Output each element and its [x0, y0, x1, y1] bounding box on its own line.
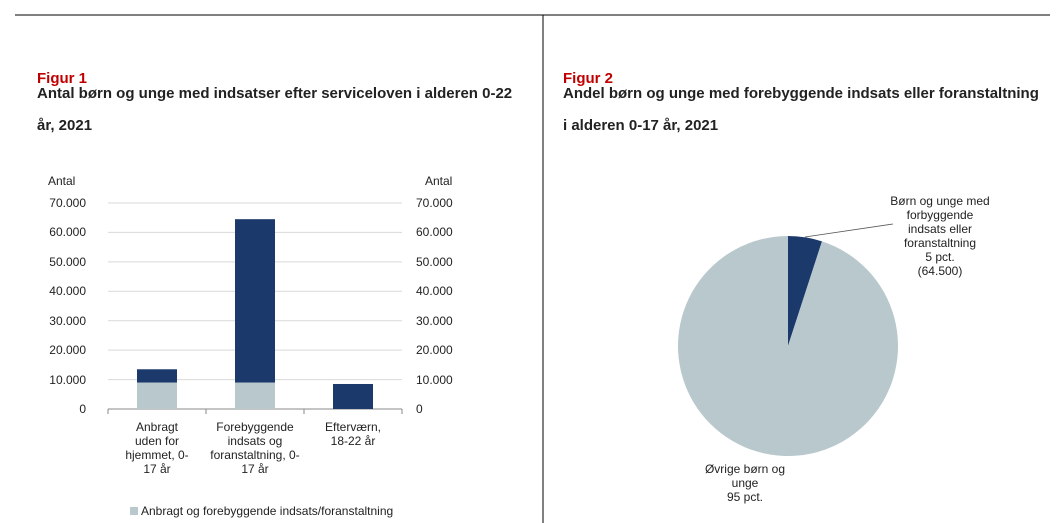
x-tick-label: Forebyggende indsats og foranstaltning, … [210, 420, 300, 476]
y-tick-label: 60.000 [49, 225, 86, 240]
y2-tick-label: 20.000 [416, 343, 453, 358]
y2-tick-label: 40.000 [416, 284, 453, 299]
y2-tick-label: 50.000 [416, 254, 453, 269]
bar-segment [137, 369, 177, 383]
chart-title: Antal børn og unge med indsatser efter s… [37, 85, 513, 134]
pie-slice [788, 236, 822, 346]
y2-tick-label: 70.000 [416, 196, 453, 210]
slice-label-category: Børn og unge med forbyggende indsats ell… [890, 194, 990, 250]
y-tick-label: 30.000 [49, 313, 86, 328]
y2-axis-label: Antal [425, 174, 453, 188]
bar-segment [333, 383, 373, 409]
slice-label: Øvrige børn og unge 95 pct. [700, 462, 790, 504]
y-tick-label: 70.000 [49, 196, 86, 210]
pie-slice [677, 236, 898, 456]
y2-tick-label: 60.000 [416, 225, 453, 240]
y-tick-label: 0 [79, 402, 86, 416]
y-tick-label: 20.000 [49, 343, 86, 358]
legend-swatch [130, 507, 138, 515]
slice-label-value: 5 pct. [925, 250, 955, 264]
slice-label-category: Øvrige børn og unge [704, 462, 786, 490]
leader-line [804, 223, 894, 238]
legend-label: Anbragt og forebyggende indsats/foransta… [141, 504, 394, 518]
chart-title: Andel børn og unge med forebyggende inds… [563, 85, 1039, 134]
x-tick-label: Anbragt uden for hjemmet, 0-17 år [125, 420, 189, 476]
figure-label: Figur 1 [37, 70, 88, 87]
bar-segment [235, 382, 275, 409]
bar-segment [235, 219, 275, 383]
y-tick-label: 50.000 [49, 254, 86, 269]
y2-tick-label: 0 [416, 402, 423, 416]
bar-segment [137, 382, 177, 409]
y-axis-label: Antal [48, 174, 76, 188]
y2-tick-label: 30.000 [416, 313, 453, 328]
x-tick-label: Efterværn, 18-22 år [324, 420, 381, 448]
slice-label-count: (64.500) [917, 264, 963, 278]
slice-label: Børn og unge med forbyggende indsats ell… [888, 194, 992, 278]
y2-tick-label: 10.000 [416, 372, 453, 387]
slice-label-value: 95 pct. [726, 490, 764, 504]
y-tick-label: 40.000 [49, 284, 86, 299]
figure-label: Figur 2 [563, 70, 614, 87]
y-tick-label: 10.000 [49, 372, 86, 387]
